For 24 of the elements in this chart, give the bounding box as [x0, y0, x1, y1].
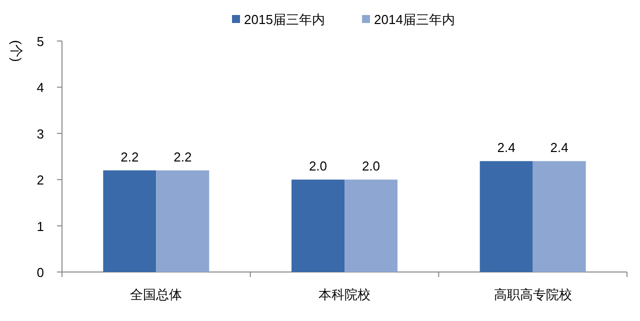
- data-label: 2.4: [550, 140, 568, 156]
- bar: [292, 180, 344, 272]
- data-label: 2.2: [120, 149, 139, 164]
- bar: [344, 180, 398, 272]
- bar: [532, 161, 586, 272]
- y-tick-label: 5: [36, 34, 44, 49]
- y-axis-title: (个): [9, 40, 24, 62]
- data-label: 2.2: [174, 149, 192, 164]
- x-tick-label: 全国总体: [130, 287, 182, 302]
- y-tick-label: 1: [36, 218, 44, 234]
- x-tick-label: 本科院校: [318, 287, 370, 302]
- bar: [103, 170, 156, 272]
- data-label: 2.4: [497, 140, 516, 156]
- legend-label: 2014届三年内: [374, 12, 455, 27]
- x-tick-label: 高职高专院校: [494, 287, 572, 302]
- data-label: 2.0: [308, 158, 328, 174]
- y-tick-label: 4: [36, 80, 44, 96]
- y-tick-label: 0: [36, 265, 44, 280]
- bar: [156, 170, 210, 272]
- bar: [480, 161, 533, 272]
- data-label: 2.0: [362, 158, 380, 174]
- y-tick-label: 2: [36, 172, 44, 188]
- y-tick-label: 3: [36, 126, 44, 142]
- legend-label: 2015届三年内: [244, 12, 325, 27]
